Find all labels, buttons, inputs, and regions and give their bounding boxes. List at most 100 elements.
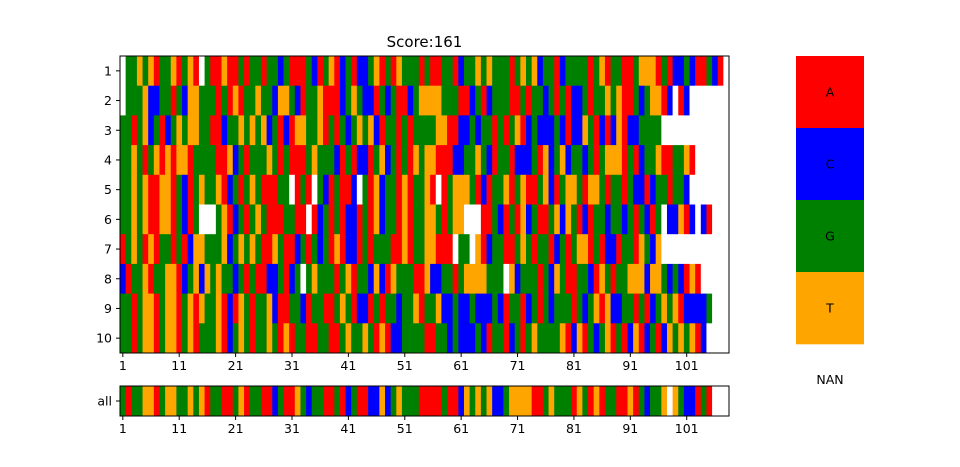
heatmap-cell (136, 85, 143, 116)
heatmap-cell (542, 56, 549, 87)
consensus-x-tick-label: 41 (340, 421, 356, 436)
heatmap-cell (683, 85, 690, 116)
heatmap-cell (289, 234, 296, 265)
heatmap-cell (249, 115, 256, 146)
consensus-cell (616, 386, 623, 416)
heatmap-cell (520, 56, 527, 87)
heatmap-cell (458, 234, 465, 265)
heatmap-cell (339, 85, 346, 116)
consensus-x-tick-label: 51 (397, 421, 413, 436)
heatmap-cell (379, 323, 386, 354)
heatmap-cell (227, 234, 234, 265)
heatmap-cell (266, 115, 273, 146)
heatmap-cell (497, 145, 504, 176)
heatmap-cell (458, 56, 465, 87)
heatmap-cell (153, 323, 160, 354)
heatmap-cell (559, 145, 566, 176)
heatmap-cell (210, 293, 217, 324)
consensus-cell (170, 386, 177, 416)
heatmap-cell (379, 234, 386, 265)
heatmap-cell (430, 115, 437, 146)
heatmap-cell (120, 323, 127, 354)
heatmap-cell (565, 145, 572, 176)
consensus-cell (277, 386, 284, 416)
heatmap-cell (368, 323, 375, 354)
heatmap-cell (463, 85, 471, 116)
heatmap-cell (356, 56, 363, 87)
heatmap-cell (520, 145, 527, 176)
consensus-cell (215, 386, 222, 416)
heatmap-cell (328, 263, 335, 294)
heatmap-cell (204, 115, 211, 146)
heatmap-cell (418, 145, 425, 176)
heatmap-cell (272, 85, 279, 116)
heatmap-cell (486, 174, 493, 205)
heatmap-cell (452, 263, 459, 294)
heatmap-cell (435, 145, 442, 176)
heatmap-cell (272, 145, 279, 176)
heatmap-cell (407, 174, 414, 205)
heatmap-cell (385, 263, 392, 294)
heatmap-cell (294, 115, 301, 146)
heatmap-cell (650, 204, 657, 235)
heatmap-cell (593, 263, 600, 294)
heatmap-cell (120, 263, 127, 294)
x-tick-label: 31 (284, 358, 300, 373)
heatmap-cell (621, 293, 628, 324)
consensus-cell (198, 386, 205, 416)
heatmap-cell (368, 145, 375, 176)
main-heatmap-cells (120, 56, 730, 354)
heatmap-cell (232, 115, 239, 146)
heatmap-cell (683, 204, 690, 235)
heatmap-cell (430, 204, 437, 235)
heatmap-cell (125, 56, 132, 87)
heatmap-cell (706, 174, 713, 205)
heatmap-cell (633, 56, 640, 87)
consensus-x-tick-label: 61 (453, 421, 469, 436)
heatmap-cell (661, 204, 668, 235)
heatmap-cell (475, 293, 482, 324)
heatmap-cell (345, 293, 352, 324)
x-tick-label: 91 (622, 358, 638, 373)
chart-title: Score:161 (387, 33, 463, 51)
heatmap-cell (165, 56, 172, 87)
heatmap-cell (582, 56, 589, 87)
heatmap-cell (666, 56, 674, 87)
heatmap-cell (531, 204, 538, 235)
heatmap-cell (306, 85, 313, 116)
heatmap-cell (407, 145, 414, 176)
consensus-cell (588, 386, 595, 416)
heatmap-cell (418, 56, 425, 87)
heatmap-cell (492, 174, 499, 205)
heatmap-cell (334, 115, 341, 146)
heatmap-cell (379, 115, 386, 146)
heatmap-cell (723, 204, 730, 235)
consensus-cell (424, 386, 431, 416)
y-tick-label: 8 (104, 271, 112, 286)
heatmap-cell (441, 174, 448, 205)
heatmap-cell (458, 263, 465, 294)
heatmap-cell (317, 234, 324, 265)
heatmap-cell (260, 85, 268, 116)
heatmap-cell (430, 293, 437, 324)
heatmap-cell (486, 115, 493, 146)
heatmap-cell (599, 145, 606, 176)
heatmap-cell (227, 56, 234, 87)
heatmap-cell (142, 263, 149, 294)
heatmap-cell (588, 115, 595, 146)
heatmap-cell (401, 145, 408, 176)
heatmap-cell (621, 145, 628, 176)
heatmap-cell (227, 293, 234, 324)
heatmap-cell (458, 293, 465, 324)
heatmap-cell (604, 145, 611, 176)
heatmap-cell (306, 323, 313, 354)
heatmap-cell (497, 293, 504, 324)
heatmap-cell (571, 56, 578, 87)
heatmap-cell (599, 174, 606, 205)
heatmap-cell (176, 323, 183, 354)
heatmap-cell (311, 234, 318, 265)
heatmap-cell (509, 174, 516, 205)
consensus-cell (385, 386, 392, 416)
heatmap-cell (345, 204, 352, 235)
heatmap-cell (678, 204, 685, 235)
